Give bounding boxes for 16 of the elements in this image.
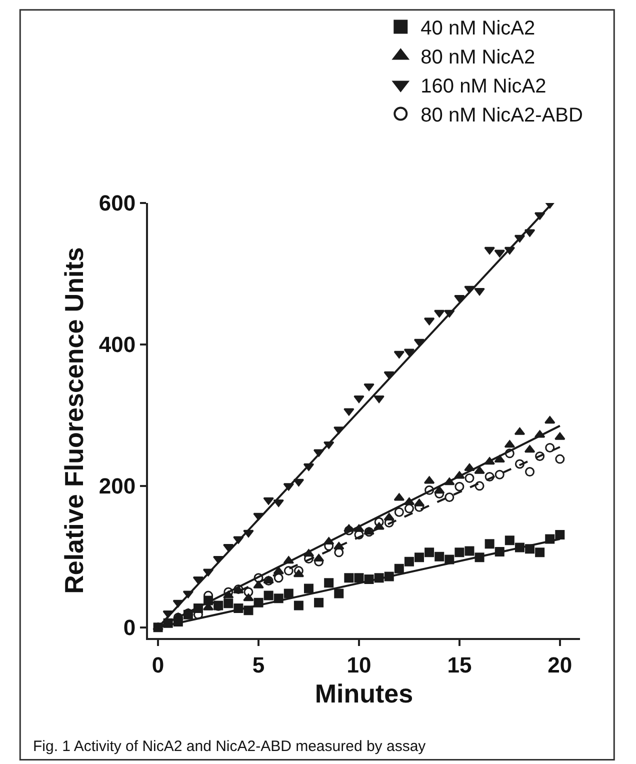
y-axis-title: Relative Fluorescence Units <box>58 247 89 594</box>
legend-label: 80 nM NicA2-ABD <box>420 104 583 127</box>
x-tick-label: 10 <box>346 652 372 678</box>
legend-label: 160 nM NicA2 <box>420 76 546 98</box>
x-tick-label: 0 <box>152 652 164 678</box>
x-tick-label: 5 <box>252 652 265 678</box>
x-axis-title: Minutes <box>314 678 414 709</box>
y-tick-label: 400 <box>98 332 136 358</box>
y-tick-label: 0 <box>123 615 136 640</box>
y-tick-label: 600 <box>98 190 136 216</box>
x-tick-label: 15 <box>447 652 472 678</box>
legend-label: 80 nM NicA2 <box>420 46 536 69</box>
y-tick-label: 200 <box>98 474 136 499</box>
legend-label: 40 nM NicA2 <box>420 18 536 40</box>
x-tick-label: 20 <box>548 652 572 678</box>
caption: Fig. 1 Activity of NicA2 and NicA2-ABD measured by assay <box>33 738 426 755</box>
